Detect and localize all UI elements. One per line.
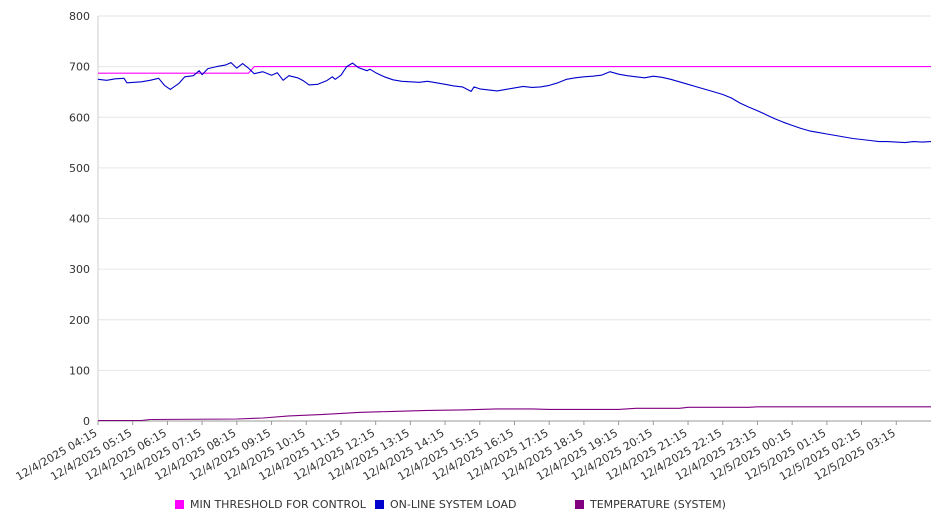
series-lines bbox=[97, 62, 932, 422]
series-line-system-load bbox=[97, 62, 932, 144]
y-tick-label: 100 bbox=[69, 364, 90, 377]
axes bbox=[97, 16, 931, 425]
y-tick-label: 300 bbox=[69, 263, 90, 276]
y-tick-label: 700 bbox=[69, 61, 90, 74]
y-tick-labels: 0 100 200 300 400 500 600 700 800 bbox=[69, 10, 90, 428]
y-tick-label: 200 bbox=[69, 314, 90, 327]
legend-item-load[interactable]: ON-LINE SYSTEM LOAD bbox=[375, 498, 516, 511]
series-line-min-threshold bbox=[98, 66, 931, 74]
legend-label-load: ON-LINE SYSTEM LOAD bbox=[390, 498, 517, 511]
y-tick-label: 500 bbox=[69, 162, 90, 175]
legend-item-threshold[interactable]: MIN THRESHOLD FOR CONTROL bbox=[175, 498, 366, 511]
legend-swatch-threshold bbox=[175, 500, 184, 509]
legend-label-temperature: TEMPERATURE (SYSTEM) bbox=[590, 498, 726, 511]
grid-lines bbox=[98, 15, 931, 371]
series-line-temperature bbox=[98, 406, 931, 422]
y-tick-label: 800 bbox=[69, 10, 90, 23]
legend-label-threshold: MIN THRESHOLD FOR CONTROL bbox=[190, 498, 366, 511]
legend-swatch-temperature bbox=[575, 500, 584, 509]
y-tick-label: 400 bbox=[69, 213, 90, 226]
y-tick-label: 600 bbox=[69, 111, 90, 124]
legend-swatch-load bbox=[375, 500, 384, 509]
y-tick-label: 0 bbox=[83, 415, 90, 428]
legend-item-temperature[interactable]: TEMPERATURE (SYSTEM) bbox=[575, 498, 726, 511]
